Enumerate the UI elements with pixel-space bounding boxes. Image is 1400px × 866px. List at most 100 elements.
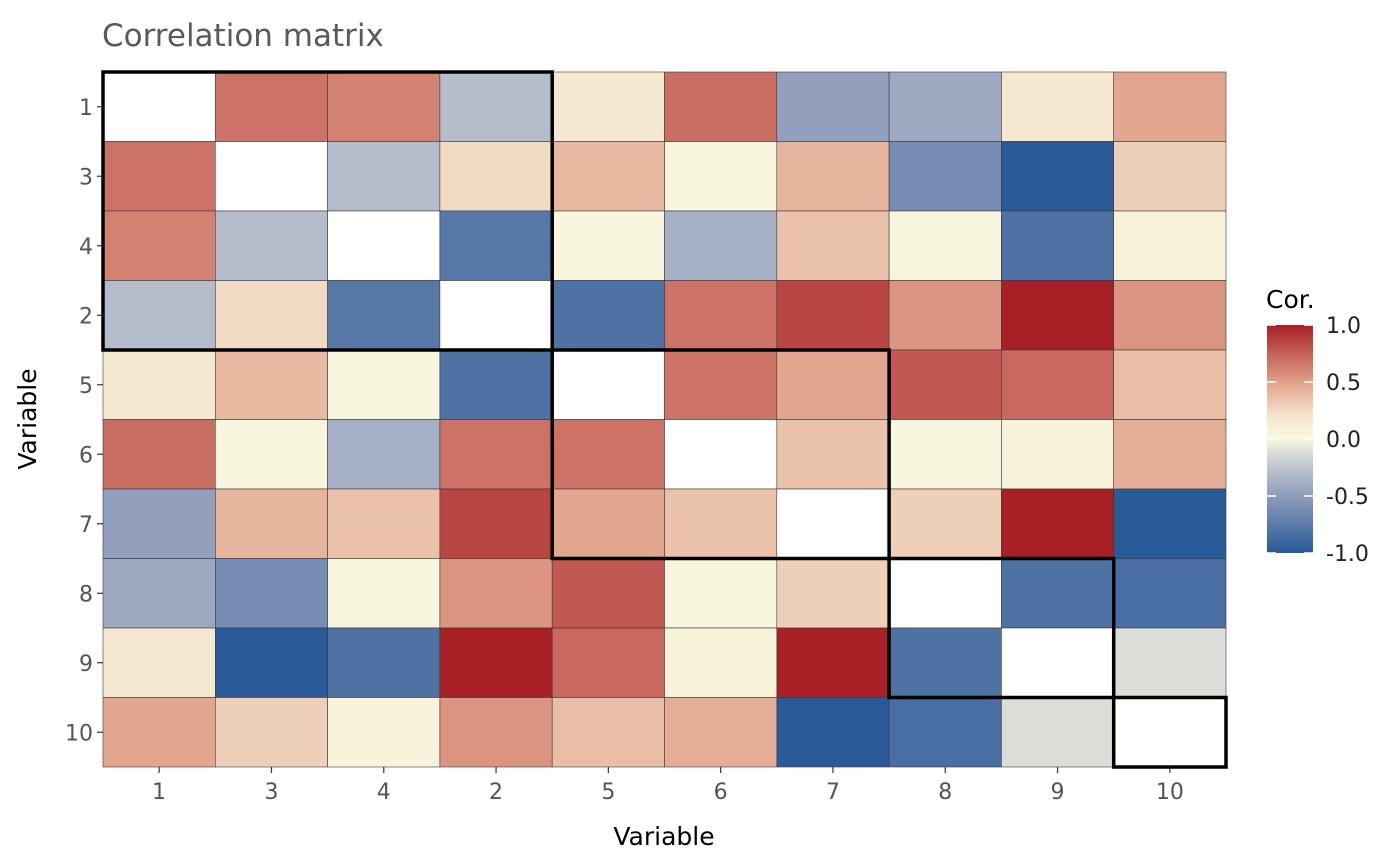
y-axis-title: Variable — [13, 368, 42, 469]
heatmap-cell — [1001, 627, 1115, 698]
heatmap-cell — [551, 141, 665, 212]
heatmap-cell — [776, 71, 890, 142]
heatmap-cell — [102, 419, 216, 490]
x-tick-label: 6 — [714, 780, 728, 805]
chart-title: Correlation matrix — [102, 18, 384, 54]
heatmap-cell — [439, 280, 553, 351]
heatmap-cell — [664, 141, 778, 212]
heatmap-cell — [664, 419, 778, 490]
heatmap-cell — [439, 71, 553, 142]
heatmap-cell — [1113, 558, 1227, 629]
cluster-outline — [101, 70, 554, 352]
heatmap-cell — [1113, 280, 1227, 351]
x-tick-label: 8 — [938, 780, 952, 805]
heatmap-cell — [215, 210, 328, 281]
heatmap-cell — [102, 627, 216, 698]
heatmap-cell — [1113, 141, 1227, 212]
heatmap-cell — [664, 697, 778, 768]
legend-tick-label: 0.0 — [1326, 428, 1361, 453]
heatmap-cell — [776, 558, 890, 629]
y-tick-label: 10 — [65, 721, 93, 746]
heatmap-cell — [888, 349, 1002, 420]
heatmap-cell — [1001, 419, 1115, 490]
legend-ticks: 1.0 0.5 0.0 -0.5 -1.0 — [1267, 314, 1369, 567]
legend-tick-label: -0.5 — [1326, 485, 1369, 510]
heatmap-cell — [551, 488, 665, 559]
heatmap-cell — [327, 349, 441, 420]
heatmap-cell — [1001, 488, 1115, 559]
heatmap-cell — [215, 141, 328, 212]
heatmap-cell — [888, 558, 1002, 629]
heatmap-cell — [776, 141, 890, 212]
heatmap-cell — [102, 558, 216, 629]
heatmap-cell — [776, 697, 890, 768]
x-tick-label: 7 — [826, 780, 840, 805]
heatmap-cell — [664, 488, 778, 559]
heatmap-cell — [439, 349, 553, 420]
heatmap-cell — [102, 71, 216, 142]
heatmap-cell — [439, 558, 553, 629]
x-tick-label: 2 — [489, 780, 503, 805]
cluster-outline — [550, 348, 891, 561]
heatmap-cell — [102, 141, 216, 212]
x-tick-label: 3 — [264, 780, 278, 805]
heatmap-cell — [1001, 558, 1115, 629]
heatmap-cell — [327, 141, 441, 212]
heatmap-cell — [664, 280, 778, 351]
heatmap-cell — [439, 210, 553, 281]
heatmap-cell — [551, 71, 665, 142]
heatmap-cell — [1001, 697, 1115, 768]
x-tick-label: 4 — [377, 780, 391, 805]
heatmap-cell — [1113, 627, 1227, 698]
x-tick-label: 9 — [1051, 780, 1065, 805]
heatmap-cell — [439, 141, 553, 212]
heatmap-cell — [1113, 488, 1227, 559]
y-tick-label: 9 — [79, 652, 93, 677]
heatmap-cell — [327, 71, 441, 142]
y-tick-label: 1 — [79, 96, 93, 121]
heatmap-cell — [888, 697, 1002, 768]
heatmap-cell — [215, 627, 328, 698]
y-tick-label: 2 — [79, 304, 93, 329]
heatmap-cell — [327, 627, 441, 698]
heatmap-cell — [551, 280, 665, 351]
y-tick-label: 5 — [79, 374, 93, 399]
heatmap-cell — [551, 210, 665, 281]
legend-title: Cor. — [1266, 285, 1315, 314]
x-tick-label: 10 — [1156, 780, 1184, 805]
heatmap-cell — [888, 488, 1002, 559]
heatmap-cell — [551, 349, 665, 420]
heatmap-cell — [215, 349, 328, 420]
heatmap-cell — [102, 280, 216, 351]
heatmap-cell — [888, 280, 1002, 351]
heatmap-cell — [551, 627, 665, 698]
heatmap-cell — [664, 558, 778, 629]
x-tick-label: 5 — [601, 780, 615, 805]
heatmap-cell — [102, 349, 216, 420]
heatmap-cell — [439, 419, 553, 490]
heatmap-cell — [664, 349, 778, 420]
legend-tick-label: -1.0 — [1326, 542, 1369, 567]
heatmap-cell — [888, 71, 1002, 142]
heatmap-cell — [888, 627, 1002, 698]
heatmap-cell — [439, 697, 553, 768]
heatmap-cell — [1113, 210, 1227, 281]
legend-tick-label: 0.5 — [1326, 371, 1361, 396]
heatmap-cell — [776, 419, 890, 490]
x-tick-label: 1 — [152, 780, 166, 805]
heatmap-cell — [776, 210, 890, 281]
y-tick-label: 6 — [79, 443, 93, 468]
heatmap-cell — [215, 419, 328, 490]
heatmap-cell — [551, 419, 665, 490]
heatmap-cell — [439, 488, 553, 559]
heatmap-cell — [215, 71, 328, 142]
x-axis-title: Variable — [613, 822, 714, 851]
heatmap-cell — [215, 488, 328, 559]
heatmap-cell — [1001, 210, 1115, 281]
heatmap-cell — [776, 627, 890, 698]
legend-tick-label: 1.0 — [1326, 314, 1361, 339]
y-tick-label: 3 — [79, 165, 93, 190]
heatmap-cell — [776, 280, 890, 351]
heatmap-cell — [664, 210, 778, 281]
